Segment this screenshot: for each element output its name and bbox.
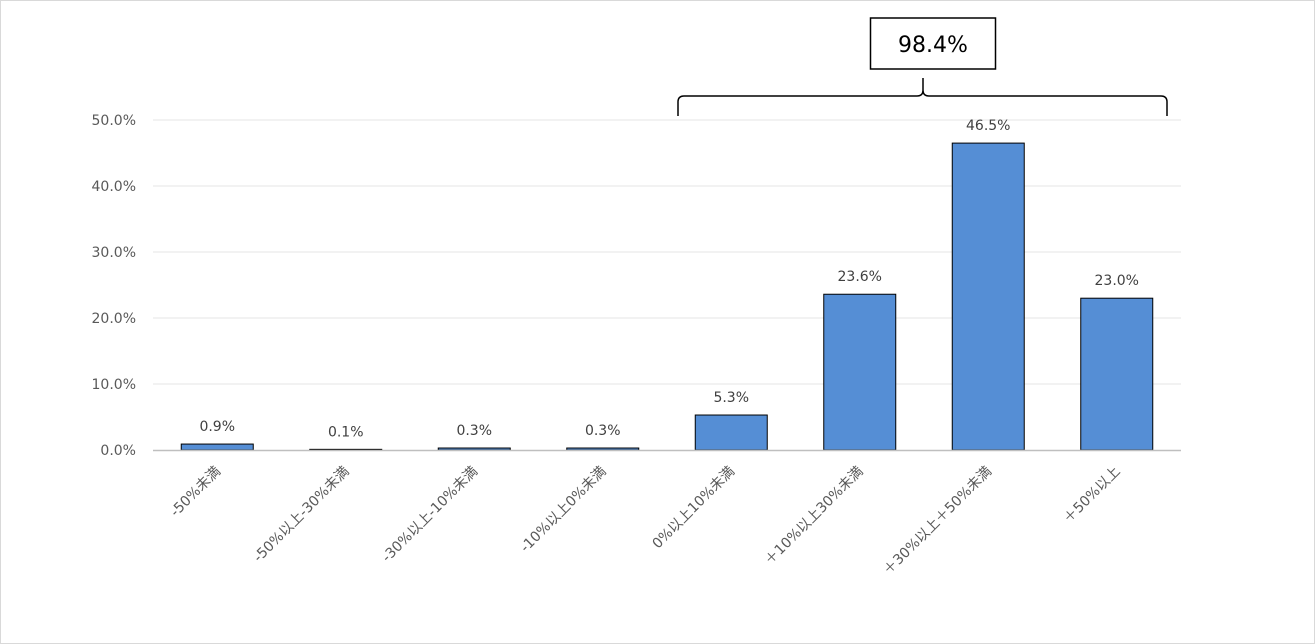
data-label: 0.1%	[328, 424, 364, 440]
gridlines	[153, 119, 1181, 385]
bar	[437, 447, 511, 451]
bar	[951, 142, 1025, 451]
bar	[694, 414, 768, 451]
y-tick-label: 10.0%	[92, 377, 136, 393]
category-label: -10%以上0%未満	[517, 464, 609, 556]
data-label: 5.3%	[713, 390, 749, 406]
category-label: 0%以上10%未満	[649, 464, 738, 553]
category-label: -50%以上-30%未満	[251, 464, 353, 566]
data-label: 0.3%	[585, 423, 621, 439]
category-label: -50%未満	[167, 464, 224, 521]
data-label: 46.5%	[966, 118, 1010, 134]
bars	[180, 142, 1154, 451]
callout-box	[869, 17, 997, 70]
data-label: 0.3%	[456, 423, 492, 439]
callout-value: 98.4%	[898, 33, 968, 58]
category-label: ＋10%以上30%未満	[762, 464, 867, 569]
total-annotation: 98.4%	[677, 17, 1168, 116]
data-label: 0.9%	[199, 419, 235, 435]
bar	[1080, 297, 1154, 451]
data-labels: 0.9% 0.1% 0.3% 0.3% 5.3% 23.6% 46.5% 23.0%	[199, 118, 1139, 440]
y-axis-tick-labels: 0.0% 10.0% 20.0% 30.0% 40.0% 50.0%	[92, 113, 136, 459]
bar	[566, 447, 640, 451]
category-label: ＋30%以上＋50%未満	[880, 464, 995, 579]
data-label: 23.6%	[838, 269, 882, 285]
category-label: ＋50%以上	[1061, 464, 1124, 527]
bar	[823, 293, 897, 451]
bracket	[677, 78, 1168, 116]
data-label: 23.0%	[1095, 273, 1139, 289]
y-tick-label: 20.0%	[92, 311, 136, 327]
y-tick-label: 30.0%	[92, 245, 136, 261]
bar	[180, 443, 254, 451]
y-tick-label: 50.0%	[92, 113, 136, 129]
category-label: -30%以上-10%未満	[379, 464, 481, 566]
x-axis-category-labels: -50%未満 -50%以上-30%未満 -30%以上-10%未満 -10%以上0%未満…	[167, 464, 1123, 579]
y-tick-label: 40.0%	[92, 179, 136, 195]
y-tick-label: 0.0%	[100, 443, 136, 459]
